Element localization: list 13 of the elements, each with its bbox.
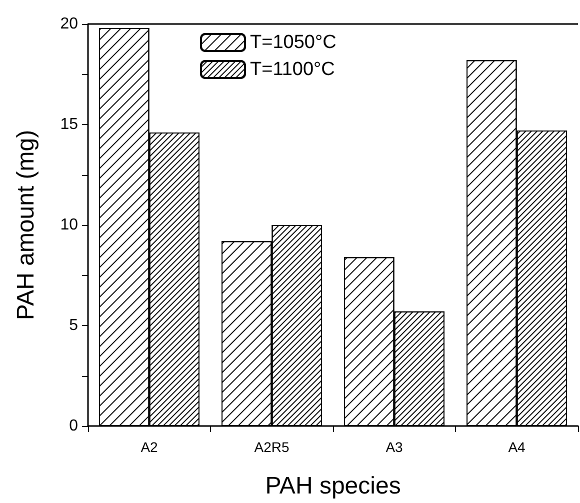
x-tick-label: A2 xyxy=(140,439,158,455)
y-tick-label: 10 xyxy=(60,216,78,234)
y-axis-title: PAH amount (mg) xyxy=(12,130,40,320)
y-tick-label: 5 xyxy=(69,317,78,334)
y-tick-label: 15 xyxy=(60,116,78,133)
legend-label: T=1100°C xyxy=(250,59,335,80)
x-tick-label: A3 xyxy=(386,439,404,455)
x-tick-label: A2R5 xyxy=(254,439,290,455)
y-tick-label: 0 xyxy=(69,418,78,434)
x-axis-title: PAH species xyxy=(265,472,401,500)
x-tick-label: A4 xyxy=(508,439,526,455)
legend-label: T=1050°C xyxy=(250,32,336,53)
y-tick-label: 20 xyxy=(60,16,78,32)
